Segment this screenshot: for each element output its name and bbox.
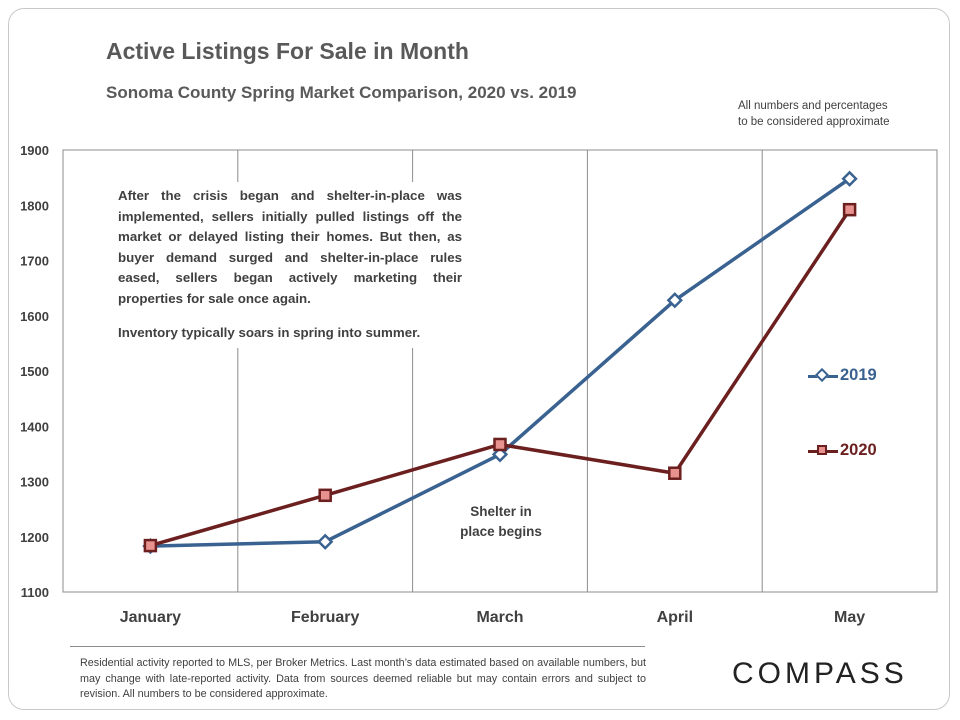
- callout-paragraph-1: After the crisis began and shelter-in-pl…: [118, 188, 462, 306]
- y-tick-label: 1600: [20, 309, 49, 324]
- x-tick-label: April: [657, 609, 693, 626]
- footnote: Residential activity reported to MLS, pe…: [80, 657, 646, 700]
- x-tick-label: May: [834, 609, 865, 626]
- legend-item-2020: 2020: [802, 435, 885, 466]
- y-tick-label: 1700: [20, 254, 49, 269]
- approximate-note-line1: All numbers and percentages: [738, 100, 888, 112]
- point-2019: [491, 446, 509, 463]
- compass-logo: COMPASS: [732, 657, 908, 690]
- point-2020: [318, 488, 332, 503]
- legend-swatch-2020: [808, 443, 838, 459]
- plot-area: [62, 149, 938, 593]
- footnote-divider: [70, 646, 645, 647]
- y-tick-label: 1500: [20, 364, 49, 379]
- y-tick-label: 1200: [20, 530, 49, 545]
- point-2020: [143, 538, 158, 553]
- chart-title: Active Listings For Sale in Month: [106, 38, 469, 64]
- point-2019: [841, 170, 858, 187]
- y-tick-label: 1400: [20, 419, 49, 434]
- callout-paragraph-2: Inventory typically soars in spring into…: [118, 325, 421, 340]
- x-tick-label: March: [476, 609, 523, 626]
- chart-subtitle: Sonoma County Spring Market Comparison, …: [106, 83, 577, 102]
- x-tick-label: January: [120, 609, 181, 626]
- y-tick-label: 1800: [20, 198, 49, 213]
- shelter-annotation: Shelter in place begins: [446, 500, 556, 544]
- point-2019: [317, 533, 334, 550]
- chart-card: [8, 8, 950, 710]
- point-2019: [666, 292, 683, 309]
- y-tick-label: 1900: [20, 143, 49, 158]
- legend-item-2019: 2019: [802, 360, 885, 391]
- point-2020: [842, 202, 857, 217]
- legend-label-2019: 2019: [840, 366, 877, 384]
- point-2020: [493, 437, 507, 452]
- approximate-note-line2: to be considered approximate: [738, 116, 890, 128]
- y-tick-label: 1300: [20, 475, 49, 490]
- approximate-note: All numbers and percentages to be consid…: [738, 98, 890, 130]
- shelter-annotation-line2: place begins: [460, 524, 542, 539]
- y-tick-label: 1100: [21, 585, 49, 600]
- legend-label-2020: 2020: [840, 441, 877, 459]
- x-tick-label: February: [291, 609, 360, 626]
- point-2020: [668, 466, 682, 480]
- callout-box: After the crisis began and shelter-in-pl…: [110, 182, 470, 348]
- legend-swatch-2019: [808, 367, 838, 384]
- shelter-annotation-line1: Shelter in: [470, 504, 532, 519]
